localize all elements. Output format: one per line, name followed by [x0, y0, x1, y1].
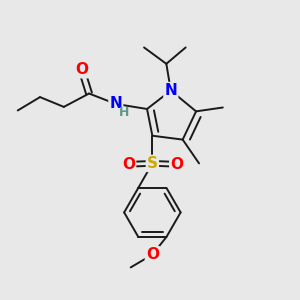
Text: O: O — [122, 157, 135, 172]
Text: S: S — [147, 156, 158, 171]
Text: N: N — [110, 96, 122, 111]
Text: N: N — [164, 83, 177, 98]
Text: H: H — [119, 106, 129, 119]
Text: O: O — [146, 247, 159, 262]
Text: O: O — [75, 62, 88, 77]
Text: O: O — [170, 157, 183, 172]
